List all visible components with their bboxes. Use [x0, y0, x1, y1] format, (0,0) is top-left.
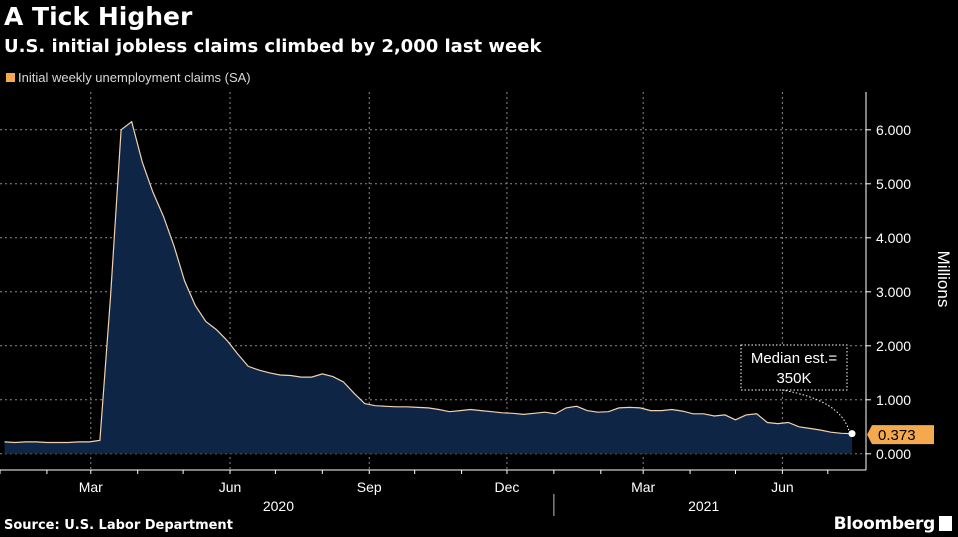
last-point-marker	[848, 430, 856, 438]
median-estimate-text: Median est.=	[751, 350, 838, 367]
x-tick-label: Jun	[771, 479, 794, 495]
series-line	[4, 120, 853, 444]
y-tick-label: 1.000	[876, 392, 911, 408]
year-label: 2021	[688, 498, 719, 514]
y-tick-label: 5.000	[876, 176, 911, 192]
chart-subtitle: U.S. initial jobless claims climbed by 2…	[4, 36, 542, 57]
y-tick-label: 2.000	[876, 338, 911, 354]
x-tick-label: Mar	[631, 479, 655, 495]
bloomberg-logo-icon	[939, 516, 952, 531]
annotation-leader	[781, 389, 850, 431]
x-tick-label: Dec	[495, 479, 520, 495]
last-value-tag	[867, 425, 934, 445]
series-area	[4, 121, 852, 454]
chart-title: A Tick Higher	[4, 2, 193, 31]
bloomberg-logo: Bloomberg	[834, 514, 952, 534]
median-estimate-box	[740, 344, 848, 391]
x-tick-label: Jun	[219, 479, 242, 495]
x-tick-label: Mar	[79, 479, 103, 495]
x-tick-label: Sep	[357, 479, 382, 495]
source-note: Source: U.S. Labor Department	[4, 518, 233, 533]
last-value-label: 0.373	[878, 427, 916, 444]
y-tick-label: 6.000	[876, 122, 911, 138]
median-estimate-text: 350K	[776, 370, 811, 387]
annotation: 0.373 Median est.= 350K	[740, 344, 934, 445]
y-tick-label: 4.000	[876, 230, 911, 246]
y-tick-label: 0.000	[876, 446, 911, 462]
y-axis-label: Millions	[934, 251, 953, 308]
legend-swatch	[6, 73, 15, 82]
year-label: 2020	[263, 498, 294, 514]
y-tick-label: 3.000	[876, 284, 911, 300]
legend-label: Initial weekly unemployment claims (SA)	[18, 70, 251, 85]
axes: 0.000 1.000 2.000 3.000 4.000 5.000 6.000 Milli…	[0, 92, 953, 516]
legend: Initial weekly unemployment claims (SA)	[6, 70, 251, 85]
